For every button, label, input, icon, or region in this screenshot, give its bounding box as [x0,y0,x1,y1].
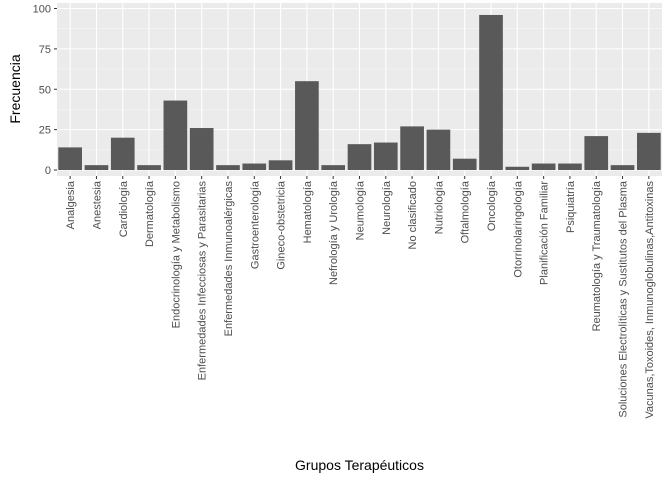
x-tick-label: Gineco-obstetricia [276,180,288,270]
bar [189,128,214,170]
x-tick-label: Nutriología [433,180,445,234]
grid-lines [57,3,662,176]
y-tick-label: 100 [33,4,51,16]
bar [558,163,582,170]
bar [400,126,424,170]
x-tick-label: Analgesia [65,180,77,229]
bar [163,100,188,170]
bar [373,142,398,170]
bar [452,158,477,170]
x-tick-label: Planificación Familiar [539,181,551,285]
x-tick-label: Vacunas,Toxoides, Inmunoglobulinas,Antit… [644,181,656,419]
y-tick-label: 25 [39,125,51,137]
bar [505,166,530,170]
bar [295,81,319,170]
bar [110,137,135,170]
bar [531,163,556,170]
y-tick-label: 75 [39,44,51,56]
y-tick-label: 50 [39,84,51,96]
x-tick-label: Reumatología y Traumatología [591,180,603,331]
bar [137,165,161,170]
x-tick-label: Cardiología [118,180,130,237]
bar [58,147,82,170]
x-tick-label: Dermatología [144,180,156,247]
x-tick-label: Enfermedades Inmunoalérgicas [223,181,235,337]
x-tick-label: Psiquiatría [565,180,577,233]
x-axis-title: Grupos Terapéuticos [295,457,424,473]
bar [268,160,293,170]
bar [637,132,661,170]
y-axis: 0 25 50 75 100 [33,4,57,177]
x-axis: Analgesia Anestesia Cardiología Dermatologí… [65,176,656,419]
x-tick-label: Endocrinología y Metabolismo [170,181,182,328]
bars [58,14,661,170]
x-tick-label: Neumología [355,180,367,240]
x-tick-label: Enfermedades Infecciosas y Parasitarias [197,181,209,381]
bar [584,136,609,170]
x-tick-label: Hematología [302,180,314,243]
y-axis-title: Frecuencia [7,54,23,123]
bar [321,165,346,170]
x-tick-label: Oncología [486,180,498,231]
x-tick-label: Gastroenterología [249,180,261,269]
x-tick-label: Nefrología y Urología [328,180,340,285]
bar [347,144,372,170]
x-tick-label: Oftalmología [460,180,472,243]
bar [479,14,503,170]
bar [610,165,635,170]
bar [242,163,267,170]
x-tick-label: Otorrinolaringología [512,180,524,277]
x-tick-label: Neurología [381,180,393,235]
bar [216,165,240,170]
x-tick-label: No clasificado [407,181,419,249]
bar [426,129,451,170]
x-tick-label: Anestesia [91,180,103,229]
bar [84,165,109,170]
y-tick-label: 0 [45,165,51,177]
x-tick-label: Soluciones Electrolíticas y Sustitutos d… [618,180,630,417]
